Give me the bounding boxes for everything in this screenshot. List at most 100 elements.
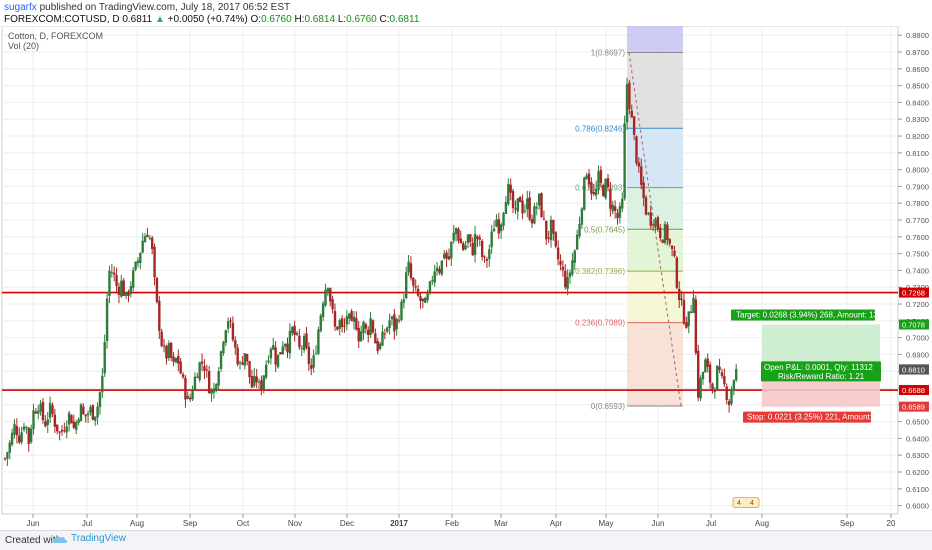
candle-body [497,219,501,234]
candle-body [77,419,80,423]
candle-body [485,259,489,261]
candle-body [70,415,73,424]
candle-body [343,325,346,327]
fib-level-label: 1(0.8697) [591,49,626,58]
candle-body [523,210,527,212]
x-tick-label: Jul [706,519,716,528]
price-label-text: 0.6810 [902,366,925,375]
candle-body [139,252,142,263]
candle-body [459,238,463,244]
candle-body [397,319,401,321]
x-tick-label: Sep [840,519,855,528]
candle-body [243,353,246,366]
candle-body [716,365,719,390]
candle-body [267,360,270,363]
candle-body [86,413,90,416]
candle-body [362,321,365,334]
candle-body [32,410,35,430]
candle-body [120,280,123,297]
close-value: 0.6811 [389,14,420,25]
author-link[interactable]: sugarfx [4,2,37,13]
candle-body [725,386,728,400]
candle-body [262,375,265,390]
published-text: published on TradingView.com, July 18, 2… [39,2,291,13]
y-tick-label: 0.6000 [906,502,929,511]
candle-body [22,426,26,430]
candle-body [276,354,280,368]
candle-body [554,232,557,247]
y-tick-label: 0.6400 [906,434,929,443]
candle-body [580,208,584,225]
candle-body [706,358,709,367]
tradingview-brand[interactable]: TradingView [52,533,126,544]
candle-body [386,327,389,332]
candle-body [357,327,360,342]
candle-body [723,376,726,385]
candle-body [359,331,363,342]
candle-body [165,345,168,359]
x-tick-label: 2017 [390,519,408,528]
candle-body [158,300,161,331]
candle-body [630,110,633,118]
candle-body [153,246,156,278]
candle-body [376,341,379,351]
candle-body [585,175,588,180]
candle-body [597,171,600,190]
candle-body [730,389,733,404]
candle-body [419,296,422,301]
x-tick-label: Jun [652,519,665,528]
candle-body [457,228,460,241]
candle-body [302,335,306,351]
candle-body [701,372,705,380]
candle-body [471,243,474,256]
candle-body [229,320,232,322]
candle-body [637,162,641,167]
x-tick-label: Oct [237,519,250,528]
x-tick-label: Mar [494,519,508,528]
candle-body [685,322,688,328]
candle-body [110,272,114,274]
candle-body [131,270,135,288]
candle-body [63,430,66,432]
candle-body [668,239,671,244]
candle-body [447,256,451,260]
candle-body [89,407,92,413]
price-chart[interactable]: 0.6000 0.6100 0.6200 0.6300 0.6400 0.6500 0.66… [0,26,932,530]
candle-body [255,376,258,383]
candle-body [466,234,470,244]
candle-body [644,197,648,215]
fib-level-label: 0.236(0.7089) [575,319,625,328]
candle-body [635,136,638,164]
y-tick-label: 0.6500 [906,418,929,427]
candle-body [438,268,441,273]
volume-indicator-label: Vol (20) [8,41,40,51]
candle-body [647,213,650,215]
y-tick-label: 0.7400 [906,266,929,275]
candle-body [245,354,249,362]
y-tick-label: 0.6100 [906,485,929,494]
candle-body [388,320,391,329]
candle-body [530,219,534,224]
candle-body [670,245,674,250]
candle-body [56,424,59,432]
x-tick-label: Apr [550,519,563,528]
candle-body [507,183,510,205]
candle-body [108,270,111,296]
candle-body [105,298,109,341]
candle-body [283,343,287,347]
candle-body [663,224,667,243]
x-tick-label: Jul [82,519,92,528]
high-value: 0.6814 [304,14,336,25]
candle-body [10,432,14,445]
candle-body [101,375,104,393]
candle-body [673,250,676,256]
candle-body [697,350,700,398]
candle-body [141,240,144,253]
x-tick-label: May [598,519,613,528]
candle-body [295,333,299,335]
candle-body [367,329,370,335]
candle-body [13,423,16,435]
candle-body [480,240,484,257]
candle-body [58,431,61,433]
candle-body [51,405,54,415]
